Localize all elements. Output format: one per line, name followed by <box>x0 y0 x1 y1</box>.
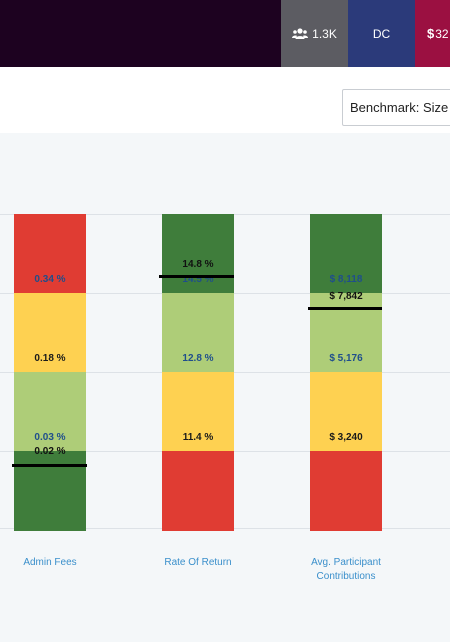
bar-segment <box>162 451 234 531</box>
dollar-icon: $ <box>427 26 435 41</box>
plan-marker-label: 14.8 % <box>182 259 214 270</box>
bar-segment <box>310 214 382 294</box>
category-label: Avg. Participant Contributions <box>311 557 381 582</box>
plan-type-button[interactable]: DC <box>348 0 415 67</box>
bar-segment <box>162 293 234 373</box>
plan-marker <box>12 464 87 467</box>
category-label: Admin Fees <box>23 557 77 568</box>
bar-segment <box>14 451 86 531</box>
plan-marker-label: $ 7,842 <box>329 291 363 302</box>
benchmark-chart: 0.34 % 0.18 % 0.03 % 0.02 % Admin Fees 14.5 %… <box>0 133 450 642</box>
segment-label: $ 5,176 <box>329 353 363 364</box>
bar-segment <box>162 214 234 294</box>
segment-label: 0.18 % <box>34 353 66 364</box>
bar-segment <box>310 293 382 373</box>
plan-marker <box>159 275 234 278</box>
benchmark-select-label: Benchmark: Size <box>350 100 449 115</box>
segment-label: 11.4 % <box>182 432 214 443</box>
assets-button[interactable]: $ 32 <box>415 0 450 67</box>
top-bar: 1.3K DC $ 32 <box>0 0 450 67</box>
segment-label: 14.5 % <box>182 274 214 285</box>
plan-marker <box>308 307 382 310</box>
bar-segment <box>310 451 382 531</box>
category-label: Rate Of Return <box>164 557 232 568</box>
bar-segment <box>14 372 86 452</box>
segment-label: 0.03 % <box>34 432 66 443</box>
plan-marker-label: 0.02 % <box>34 446 66 457</box>
benchmark-select[interactable]: Benchmark: Size <box>342 89 450 126</box>
participants-count: 1.3K <box>312 26 337 41</box>
plan-type-label: DC <box>372 26 391 41</box>
users-icon <box>292 28 309 39</box>
bar-segment <box>14 214 86 294</box>
participants-button[interactable]: 1.3K <box>281 0 348 67</box>
bar-segment <box>310 372 382 452</box>
bar-segment <box>162 372 234 452</box>
bar-segment <box>14 293 86 373</box>
assets-value: 32 <box>435 26 449 41</box>
segment-label: $ 3,240 <box>329 432 363 443</box>
segment-label: 0.34 % <box>34 274 66 285</box>
segment-label: 12.8 % <box>182 353 214 364</box>
segment-label: $ 8,118 <box>329 274 363 285</box>
